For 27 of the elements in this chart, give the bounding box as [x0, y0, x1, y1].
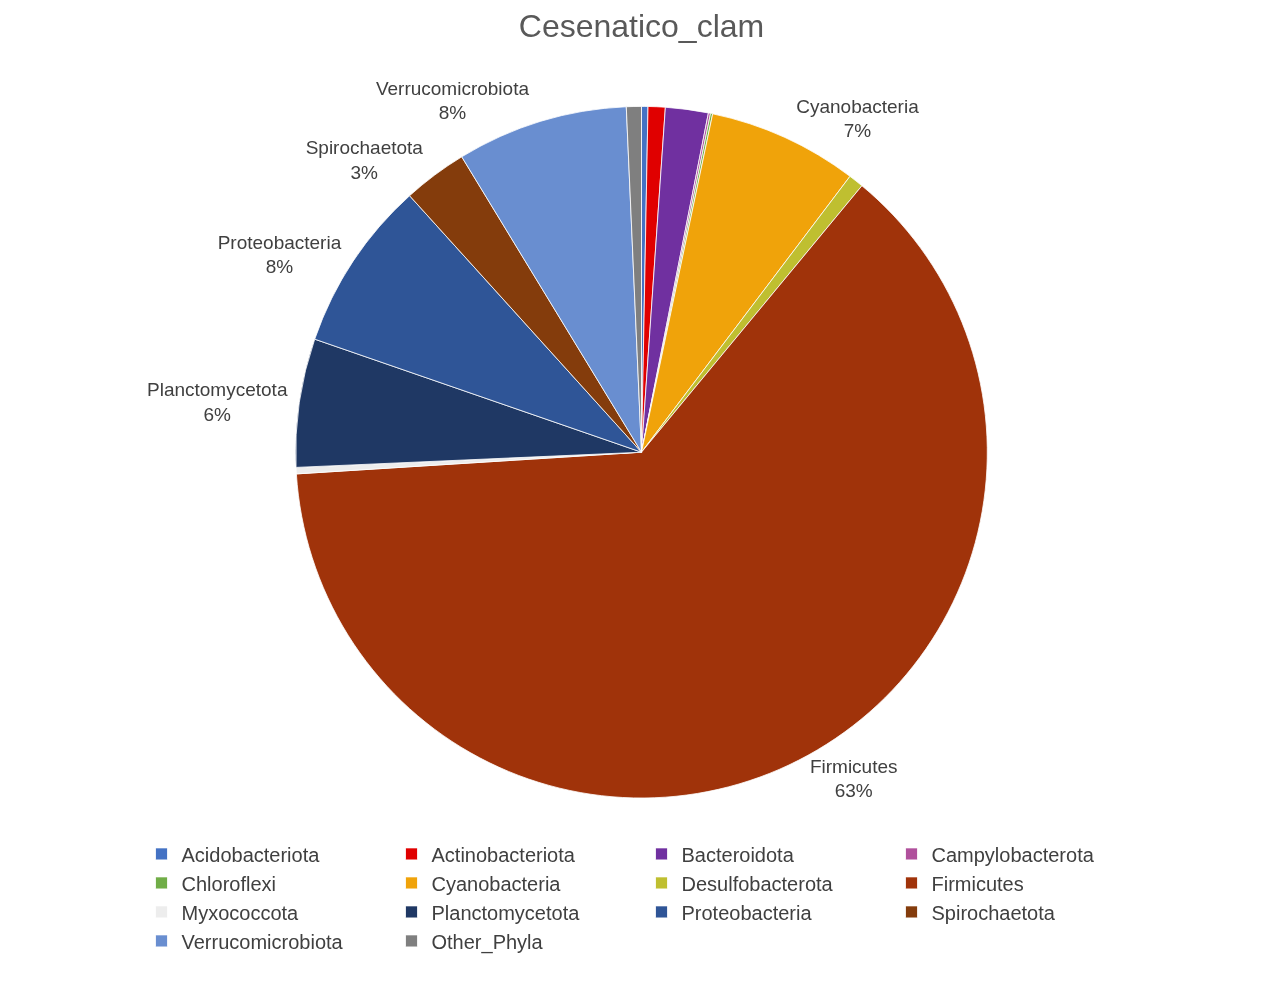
data-label: 63% [834, 780, 873, 802]
data-label: 8% [265, 256, 294, 278]
legend-label: Desulfobacterota [681, 872, 834, 895]
slice-label: Verrucomicrobiota [375, 77, 530, 99]
slice-label: Proteobacteria [217, 231, 342, 253]
data-label: 3% [350, 162, 379, 184]
legend-label: Proteobacteria [681, 901, 813, 924]
legend-label: Bacteroidota [681, 843, 795, 866]
legend-label: Cyanobacteria [431, 872, 562, 895]
legend-label: Other_Phyla [431, 930, 544, 954]
legend-label: Spirochaetota [931, 901, 1056, 924]
legend-label: Firmicutes [931, 872, 1024, 895]
legend-label: Campylobacterota [931, 843, 1095, 866]
data-label: 8% [438, 102, 467, 124]
data-label: 7% [843, 120, 872, 142]
chart-title: Cesenatico_clam [518, 8, 765, 45]
legend-label: Acidobacteriota [181, 843, 321, 866]
slice-label: Spirochaetota [305, 137, 424, 159]
legend-label: Chloroflexi [181, 872, 276, 895]
legend-label: Actinobacteriota [431, 843, 576, 866]
slice-label: Cyanobacteria [796, 95, 920, 117]
data-label: 6% [203, 403, 232, 425]
legend-label: Myxococcota [181, 901, 300, 924]
slice-label: Firmicutes [809, 755, 898, 777]
legend-label: Verrucomicrobiota [181, 930, 344, 953]
legend-label: Planctomycetota [431, 901, 581, 924]
slice-label: Planctomycetota [146, 379, 288, 401]
